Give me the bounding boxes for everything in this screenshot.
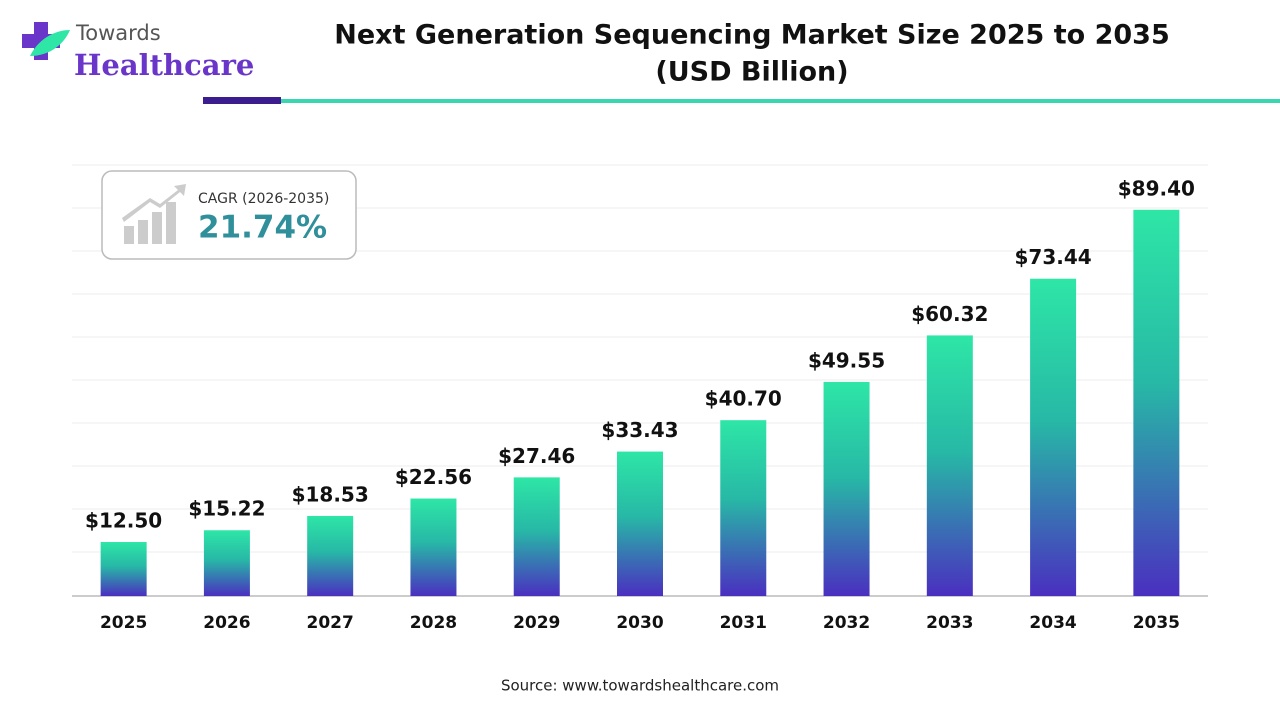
x-tick-label: 2029 [513, 613, 560, 633]
cagr-label: CAGR (2026-2035) [198, 191, 329, 207]
cagr-box: CAGR (2026-2035) 21.74% [101, 170, 357, 260]
x-tick-label: 2033 [926, 613, 973, 633]
data-label: $40.70 [705, 387, 782, 411]
logo-icon [22, 22, 60, 60]
logo-leaf [30, 30, 70, 56]
cagr-value: 21.74% [198, 210, 327, 246]
data-label: $18.53 [292, 482, 369, 506]
bar [307, 515, 354, 596]
chart-subtitle: (USD Billion) [655, 57, 848, 88]
bar [1030, 278, 1077, 596]
data-label: $27.46 [498, 444, 575, 468]
x-tick-label: 2031 [720, 613, 767, 633]
data-label: $15.22 [188, 497, 265, 521]
source: Source: www.towardshealthcare.com [501, 677, 779, 695]
data-label: $49.55 [808, 348, 885, 372]
chart-title: Next Generation Sequencing Market Size 2… [334, 20, 1169, 51]
data-label: $33.43 [601, 418, 678, 442]
header-rule [281, 99, 1280, 103]
data-label: $22.56 [395, 465, 472, 489]
data-label: $89.40 [1118, 176, 1195, 200]
x-tick-label: 2034 [1029, 613, 1076, 633]
x-tick-label: 2026 [203, 613, 250, 633]
logo: Towards Healthcare [22, 21, 254, 82]
x-tick-label: 2028 [410, 613, 457, 633]
bar [100, 542, 147, 596]
x-tick-label: 2025 [100, 613, 147, 633]
data-label: $12.50 [85, 509, 162, 533]
brand-line1: Towards [75, 21, 161, 45]
bar [410, 498, 457, 596]
bar [617, 451, 663, 596]
data-label: $73.44 [1014, 245, 1091, 269]
data-label: $60.32 [911, 302, 988, 326]
x-tick-label: 2035 [1133, 613, 1180, 633]
bar [513, 477, 560, 596]
bar [203, 530, 250, 596]
x-tick-label: 2032 [823, 613, 870, 633]
bar [720, 420, 767, 596]
cagr-frame [101, 170, 357, 260]
x-tick-label: 2027 [307, 613, 354, 633]
cagr-icon [122, 184, 186, 244]
bar [823, 381, 870, 596]
brand-line2: Healthcare [74, 48, 254, 82]
x-tick-label: 2030 [616, 613, 663, 633]
bar [1133, 209, 1180, 597]
bar [926, 335, 973, 596]
header-rule-dark [203, 97, 281, 104]
